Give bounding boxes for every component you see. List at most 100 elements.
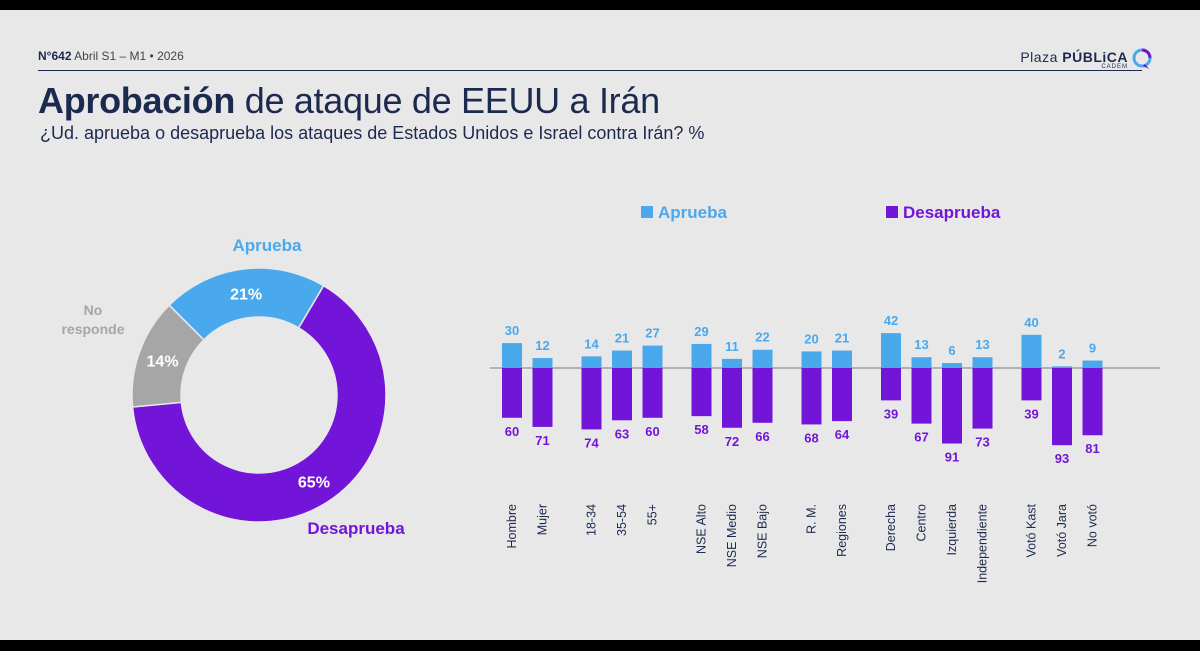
charts-svg: 21% 65% 14% Aprueba Desaprueba No responde Apru… (61, 203, 1160, 583)
value-label-desaprueba: 71 (535, 433, 549, 448)
bar-aprueba (502, 343, 522, 368)
value-label-aprueba: 30 (505, 323, 519, 338)
value-label-desaprueba: 64 (835, 427, 850, 442)
logo-sub: CADEM (1101, 63, 1128, 70)
value-label-desaprueba: 68 (804, 430, 818, 445)
value-label-aprueba: 27 (645, 326, 659, 341)
value-label-desaprueba: 74 (584, 435, 599, 450)
legend-label-desaprueba: Desaprueba (903, 203, 1001, 222)
bar-aprueba (612, 350, 632, 368)
category-label: Hombre (505, 504, 519, 549)
category-label: Votó Kast (1025, 503, 1039, 557)
donut-label-desaprueba: Desaprueba (307, 519, 405, 538)
value-label-aprueba: 13 (914, 337, 928, 352)
donut-label-aprueba: Aprueba (233, 236, 303, 255)
value-label-aprueba: 13 (975, 337, 989, 352)
page-title: Aprobación de ataque de EEUU a Irán (38, 80, 660, 122)
bar-desaprueba (612, 368, 632, 421)
category-label: Izquierda (945, 504, 959, 555)
report-info: N°642 Abril S1 – M1 • 2026 (38, 49, 184, 63)
logo-brand-bold: PÚBLiCA (1062, 48, 1128, 65)
legend-label-aprueba: Aprueba (658, 203, 728, 222)
donut-value-aprueba: 21% (230, 286, 262, 303)
header-rule (38, 70, 1142, 71)
donut-value-desaprueba: 65% (298, 475, 330, 492)
report-number: N°642 (38, 49, 72, 63)
category-label: 35-54 (615, 504, 629, 536)
bar-desaprueba (722, 368, 742, 428)
bar-aprueba (832, 350, 852, 368)
category-label: Regiones (835, 504, 849, 557)
value-label-desaprueba: 60 (645, 424, 659, 439)
bar-desaprueba (691, 368, 712, 417)
value-label-aprueba: 12 (535, 338, 549, 353)
value-label-aprueba: 14 (584, 336, 599, 351)
value-label-aprueba: 42 (884, 313, 898, 328)
value-label-desaprueba: 39 (884, 406, 898, 421)
donut-label-no-responde: responde (61, 321, 124, 337)
value-label-desaprueba: 72 (725, 434, 739, 449)
category-label: 18-34 (585, 504, 599, 536)
speech-bubble-icon (1132, 48, 1152, 69)
value-label-aprueba: 21 (615, 331, 629, 346)
bar-desaprueba (832, 368, 852, 422)
value-label-aprueba: 9 (1089, 341, 1096, 356)
category-label: Mujer (536, 504, 550, 535)
bar-desaprueba (532, 368, 553, 427)
legend-swatch-desaprueba (886, 206, 898, 218)
bar-aprueba (691, 343, 712, 368)
category-label: NSE Bajo (756, 504, 770, 558)
category-label: NSE Alto (695, 504, 709, 554)
bar-aprueba (752, 349, 773, 368)
bar-aprueba (942, 363, 962, 368)
bar-desaprueba (801, 368, 822, 425)
bar-desaprueba (911, 368, 932, 424)
plaza-publica-logo: Plaza PÚBLiCA CADEM (1020, 48, 1152, 70)
value-label-aprueba: 21 (835, 331, 849, 346)
value-label-desaprueba: 63 (615, 426, 629, 441)
category-label: Centro (915, 504, 929, 542)
value-label-aprueba: 6 (948, 343, 955, 358)
value-label-aprueba: 40 (1024, 315, 1038, 330)
bar-desaprueba (1052, 368, 1072, 446)
category-label: Independiente (976, 504, 990, 583)
value-label-desaprueba: 81 (1085, 441, 1099, 456)
value-label-desaprueba: 67 (914, 430, 928, 445)
bar-desaprueba (752, 368, 773, 423)
bar-desaprueba (881, 368, 901, 401)
bar-aprueba (722, 358, 742, 368)
bar-aprueba (972, 357, 993, 368)
bar-aprueba (1021, 334, 1042, 368)
page-subtitle: ¿Ud. aprueba o desaprueba los ataques de… (40, 123, 705, 143)
value-label-desaprueba: 39 (1024, 406, 1038, 421)
slide: N°642 Abril S1 – M1 • 2026 Plaza PÚBLiCA… (0, 10, 1200, 640)
legend-swatch-aprueba (641, 206, 653, 218)
bar-desaprueba (1082, 368, 1103, 436)
category-label: NSE Medio (725, 504, 739, 567)
category-label: Votó Jara (1055, 504, 1069, 557)
value-label-desaprueba: 91 (945, 450, 959, 465)
bar-aprueba (581, 356, 602, 368)
report-period: Abril S1 – M1 • 2026 (74, 49, 184, 63)
bar-desaprueba (581, 368, 602, 430)
category-label: 55+ (646, 504, 660, 525)
value-label-aprueba: 11 (725, 339, 739, 354)
donut-slice-no-responde (131, 304, 205, 408)
bar-aprueba (532, 358, 553, 368)
logo-brand-light: Plaza (1020, 48, 1058, 65)
donut-slice-desaprueba (131, 284, 387, 523)
bar-aprueba (801, 351, 822, 368)
bar-desaprueba (972, 368, 993, 429)
bar-desaprueba (642, 368, 663, 418)
bar-aprueba (1052, 366, 1072, 368)
category-label: Derecha (884, 504, 898, 551)
value-label-aprueba: 22 (755, 330, 769, 345)
bar-aprueba (881, 333, 901, 368)
value-label-desaprueba: 73 (975, 435, 989, 450)
value-label-aprueba: 29 (694, 324, 708, 339)
title-rest: de ataque de EEUU a Irán (235, 80, 660, 121)
bar-desaprueba (502, 368, 522, 418)
value-label-aprueba: 20 (804, 331, 818, 346)
bar-aprueba (911, 357, 932, 368)
bar-desaprueba (1021, 368, 1042, 401)
